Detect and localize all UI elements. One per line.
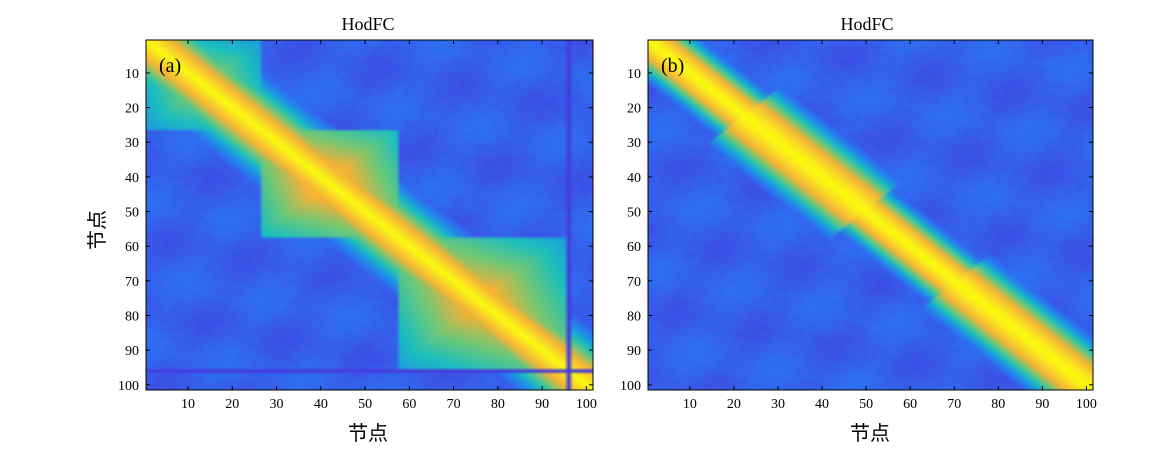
panel-b-ytick-label: 10: [627, 67, 641, 82]
panel-a: HodFC 10 20 30 40 50 60 70 80 90 100 10 20 30 40 50 60 7…: [85, 14, 597, 445]
panel-b-ytick-label: 70: [627, 275, 641, 290]
panel-a-ytick-label: 90: [125, 344, 139, 359]
panel-a-ytick-label: 80: [125, 309, 139, 324]
panel-a-xtick-label: 60: [402, 397, 416, 412]
panel-b-heatmap-image: [648, 40, 1093, 390]
panel-b-heatmap: [648, 40, 1093, 390]
panel-b-xtick-label: 90: [1035, 397, 1049, 412]
panel-b-xtick-label: 20: [727, 397, 741, 412]
panel-a-ytick-label: 60: [125, 240, 139, 255]
panel-b-xtick-label: 60: [903, 397, 917, 412]
panel-a-heatmap-image: [146, 40, 593, 390]
panel-a-xtick-label: 70: [447, 397, 461, 412]
panel-b-xtick-label: 80: [991, 397, 1005, 412]
panel-a-ticks: 10 20 30 40 50 60 70 80 90 100 10 20 30 40 50 60 70 80 90 1…: [118, 40, 597, 412]
panel-b: HodFC 10 20 30 40 50 60 70 80 90 100 10 20 30 40 50 60 7…: [620, 14, 1097, 445]
panel-a-xtick-label: 80: [491, 397, 505, 412]
panel-b-title: HodFC: [840, 14, 893, 34]
panel-a-ylabel: 节点: [85, 210, 109, 250]
panel-b-axes-frame: [647, 39, 1094, 391]
panel-b-xtick-label: 10: [683, 397, 697, 412]
panel-a-xtick-label: 30: [270, 397, 284, 412]
panel-a-label: (a): [159, 55, 181, 77]
panel-b-xtick-label: 50: [859, 397, 873, 412]
panel-b-ytick-label: 80: [627, 309, 641, 324]
panel-b-xtick-label: 100: [1076, 397, 1097, 412]
panel-a-xtick-label: 40: [314, 397, 328, 412]
panel-b-ytick-label: 50: [627, 206, 641, 221]
panel-a-ytick-label: 70: [125, 275, 139, 290]
panel-b-xlabel: 节点: [850, 421, 890, 445]
panel-a-axes-frame: [145, 39, 594, 391]
panel-a-ytick-label: 10: [125, 67, 139, 82]
panel-a-xtick-label: 100: [576, 397, 597, 412]
panel-a-xtick-label: 10: [181, 397, 195, 412]
panel-b-ytick-label: 20: [627, 102, 641, 117]
panel-b-ytick-label: 100: [620, 379, 641, 394]
panel-b-xtick-label: 30: [771, 397, 785, 412]
panel-b-xtick-label: 70: [947, 397, 961, 412]
panel-b-ticks: 10 20 30 40 50 60 70 80 90 100 10 20 30 40 50 60 70 80 90 1…: [620, 40, 1097, 412]
panel-a-xtick-label: 90: [535, 397, 549, 412]
panel-a-heatmap: [146, 40, 593, 390]
panel-a-title: HodFC: [341, 14, 394, 34]
panel-a-ytick-label: 20: [125, 102, 139, 117]
panel-a-ytick-label: 100: [118, 379, 139, 394]
panel-b-ytick-label: 40: [627, 171, 641, 186]
panel-b-label: (b): [661, 55, 684, 77]
panel-a-ytick-label: 40: [125, 171, 139, 186]
panel-a-ytick-label: 50: [125, 206, 139, 221]
panel-b-ytick-label: 60: [627, 240, 641, 255]
panel-b-ytick-label: 30: [627, 136, 641, 151]
panel-a-ytick-label: 30: [125, 136, 139, 151]
panel-b-ytick-label: 90: [627, 344, 641, 359]
panel-a-xtick-label: 50: [358, 397, 372, 412]
panel-a-xtick-label: 20: [225, 397, 239, 412]
panel-a-xlabel: 节点: [348, 421, 388, 445]
panel-b-xtick-label: 40: [815, 397, 829, 412]
